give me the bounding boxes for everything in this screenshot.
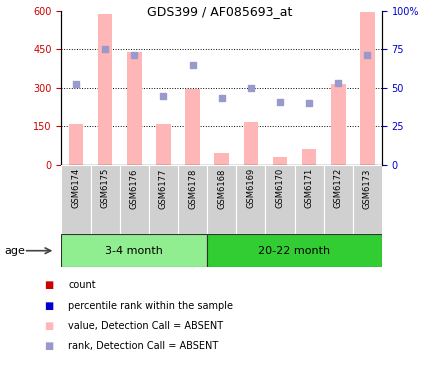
Bar xyxy=(148,165,177,234)
Point xyxy=(334,80,341,86)
Point xyxy=(247,85,254,91)
Text: GSM6174: GSM6174 xyxy=(71,168,80,208)
Bar xyxy=(127,52,141,165)
Bar xyxy=(185,89,199,165)
Text: GSM6170: GSM6170 xyxy=(275,168,284,208)
Text: count: count xyxy=(68,280,95,291)
Point xyxy=(363,52,370,57)
Text: age: age xyxy=(4,246,25,256)
Text: 20-22 month: 20-22 month xyxy=(258,246,330,256)
Point xyxy=(218,95,225,101)
Text: GSM6177: GSM6177 xyxy=(159,168,168,209)
Bar xyxy=(301,149,316,165)
Text: GSM6173: GSM6173 xyxy=(362,168,371,209)
Bar xyxy=(90,165,120,234)
Text: ■: ■ xyxy=(44,300,53,311)
Point xyxy=(102,46,109,52)
Text: ■: ■ xyxy=(44,341,53,351)
Text: ■: ■ xyxy=(44,280,53,291)
Bar xyxy=(177,165,207,234)
Bar xyxy=(120,165,148,234)
Text: rank, Detection Call = ABSENT: rank, Detection Call = ABSENT xyxy=(68,341,218,351)
Bar xyxy=(207,234,381,267)
Point xyxy=(305,100,312,106)
Bar xyxy=(359,12,374,165)
Text: 3-4 month: 3-4 month xyxy=(105,246,163,256)
Bar xyxy=(61,165,90,234)
Bar xyxy=(207,165,236,234)
Bar xyxy=(214,153,229,165)
Bar xyxy=(265,165,294,234)
Text: GSM6176: GSM6176 xyxy=(130,168,138,209)
Bar xyxy=(330,84,345,165)
Text: GSM6171: GSM6171 xyxy=(304,168,313,208)
Point xyxy=(189,62,196,68)
Bar xyxy=(323,165,352,234)
Text: GSM6168: GSM6168 xyxy=(217,168,226,209)
Text: GSM6169: GSM6169 xyxy=(246,168,255,208)
Text: GSM6175: GSM6175 xyxy=(100,168,110,208)
Bar xyxy=(352,165,381,234)
Text: GDS399 / AF085693_at: GDS399 / AF085693_at xyxy=(146,5,292,19)
Bar xyxy=(156,124,170,165)
Text: ■: ■ xyxy=(44,321,53,331)
Text: value, Detection Call = ABSENT: value, Detection Call = ABSENT xyxy=(68,321,223,331)
Bar xyxy=(69,124,83,165)
Point xyxy=(131,52,138,57)
Text: percentile rank within the sample: percentile rank within the sample xyxy=(68,300,233,311)
Point xyxy=(276,99,283,105)
Text: GSM6178: GSM6178 xyxy=(187,168,197,209)
Text: GSM6172: GSM6172 xyxy=(333,168,342,208)
Bar xyxy=(243,122,258,165)
Bar xyxy=(272,157,286,165)
Point xyxy=(72,81,79,87)
Point xyxy=(159,93,166,98)
Bar xyxy=(294,165,323,234)
Bar xyxy=(61,234,207,267)
Bar xyxy=(236,165,265,234)
Bar xyxy=(98,14,112,165)
